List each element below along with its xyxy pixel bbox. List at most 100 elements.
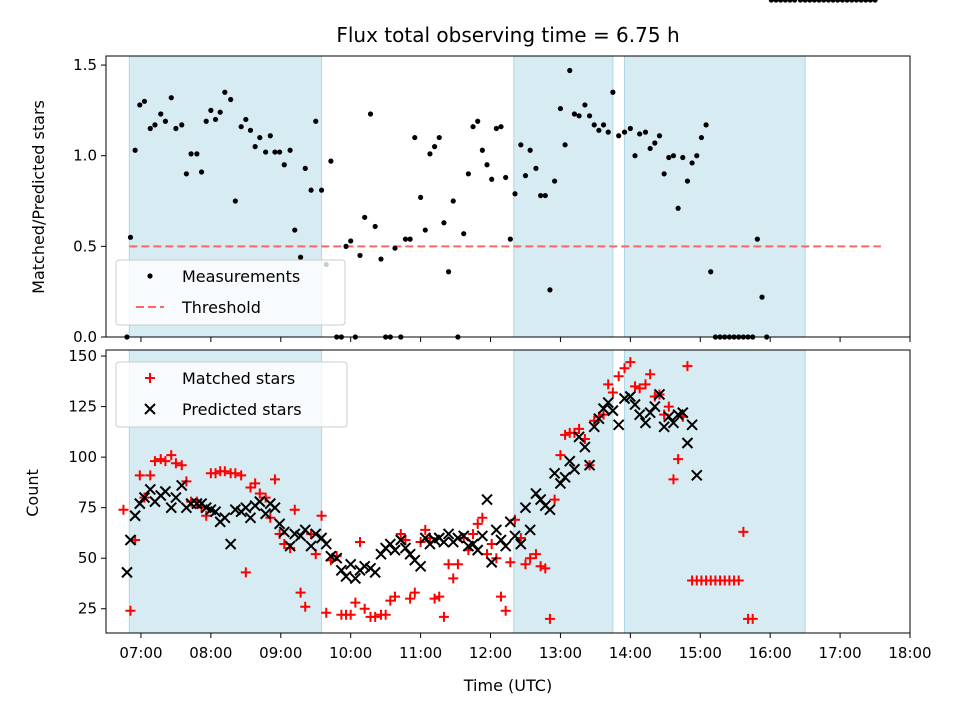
y-tick-label: 0.5 [73,237,97,255]
measurement-point [518,142,524,148]
measurement-point [272,149,278,155]
matched-star-point [134,470,145,481]
matched-star-point [500,605,511,616]
predicted-star-point [344,558,357,570]
measurement-point [152,122,158,128]
predicted-star-point [165,501,177,514]
predicted-star-point [579,441,591,453]
predicted-star-point [607,404,619,417]
predicted-star-point [633,408,646,421]
matched-star-point [269,474,280,485]
measurement-point [562,142,568,148]
x-tick-label: 15:00 [679,644,722,662]
measurement-point [807,0,813,3]
measurement-point [137,102,143,108]
matched-star-point [370,611,381,622]
matched-star-point [640,379,651,390]
measurement-point [263,149,269,155]
y-tick-label: 100 [68,448,97,466]
measurement-point [412,134,418,141]
matched-star-point [260,492,271,503]
matched-star-point [574,423,585,434]
matched-star-point [630,381,641,392]
matched-star-point [405,593,416,604]
measurement-point [257,134,263,141]
matched-star-point [380,609,391,620]
predicted-star-point [677,406,689,419]
predicted-star-point [284,540,296,552]
matched-star-point [477,512,488,523]
measurement-point [173,125,179,132]
measurement-point [162,118,169,124]
x-tick-label: 11:00 [399,644,442,662]
measurement-point [378,256,384,262]
measurement-point [503,174,509,181]
predicted-star-point [686,419,698,431]
matched-star-point [395,528,406,539]
measurement-point [538,192,544,199]
x-tick-label: 18:00 [888,644,931,662]
measurement-point [188,151,194,157]
x-tick-label: 07:00 [119,644,162,662]
measurement-point [252,144,258,150]
predicted-star-point [499,540,512,552]
measurement-point [357,252,363,259]
matched-star-point [236,470,247,481]
legend-label: Measurements [182,267,300,286]
y-tick-label: 1.0 [73,147,97,165]
matched-star-point [118,504,129,515]
matched-star-point [555,450,566,461]
predicted-star-point [476,530,489,542]
predicted-star-point [129,510,141,522]
matched-star-point [160,456,171,467]
measurement-point [661,171,667,177]
measurement-point [179,122,185,128]
matched-star-point [145,470,156,481]
measurement-point [422,227,428,233]
measurement-point [652,140,658,146]
predicted-star-point [548,467,561,480]
measurement-point [853,0,859,3]
measurement-point [858,0,864,3]
matched-star-point [201,510,212,521]
measurement-point [792,0,798,3]
measurement-point [461,231,467,237]
measurement-point [632,153,638,159]
x-tick-label: 16:00 [749,644,792,662]
matched-star-point [747,613,758,624]
measurement-point [542,192,548,199]
legend-top: Measurements Threshold [115,259,346,326]
predicted-star-point [602,396,614,409]
matched-star-point [603,379,614,390]
measurement-point [328,158,334,164]
matched-star-point [345,609,356,620]
measurement-point [287,147,293,153]
measurement-point [243,116,249,123]
matched-star-point [166,450,177,461]
predicted-star-point [624,390,637,403]
predicted-star-point [564,455,576,467]
predicted-star-point [121,566,133,579]
measurement-point [141,98,148,104]
measurement-point [627,125,633,132]
measurement-point [484,162,490,168]
measurement-point [567,67,573,74]
measurement-point [778,0,784,3]
matched-star-point [525,553,536,564]
predicted-star-point [667,417,680,429]
predicted-star-point [593,413,605,425]
predicted-star-point [458,530,470,542]
matched-star-point [505,557,516,568]
measurement-point [787,0,793,3]
measurement-point [698,134,705,141]
predicted-star-point [515,538,527,550]
x-tick-label: 13:00 [539,644,582,662]
panel-frame [105,55,911,338]
matched-star-point [613,371,624,382]
matched-star-point [634,383,645,394]
predicted-star-point [649,400,661,413]
measurement-point [450,198,456,204]
matched-star-point [289,504,300,515]
matched-star-point [155,454,166,465]
predicted-star-point [414,560,427,573]
